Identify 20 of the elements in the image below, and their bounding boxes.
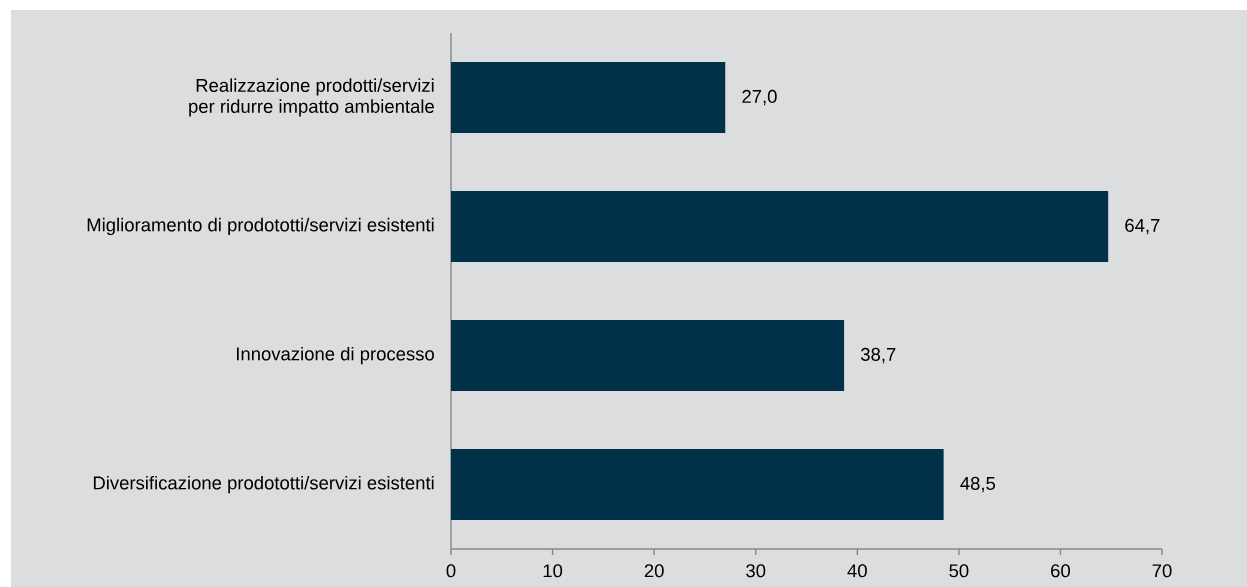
y-tick-label: Innovazione di processo — [236, 346, 434, 365]
data-label: 27,0 — [742, 89, 777, 106]
data-label: 64,7 — [1125, 218, 1160, 235]
x-tick-label: 20 — [644, 564, 664, 578]
bar — [451, 449, 944, 520]
x-tick-label: 0 — [446, 564, 456, 578]
x-tick-label: 40 — [847, 564, 867, 578]
x-tick-label: 10 — [543, 564, 563, 578]
y-tick-label: Realizzazione prodotti/servizi per ridurre impatto ambientale — [189, 78, 434, 117]
bar — [451, 62, 726, 133]
bar — [451, 191, 1109, 262]
data-label: 48,5 — [960, 476, 996, 493]
y-tick-label: Diversificazione prodototti/servizi esistenti — [93, 475, 434, 494]
data-label: 38,7 — [860, 347, 896, 364]
x-tick-label: 70 — [1152, 564, 1172, 578]
bar — [451, 320, 845, 391]
x-tick-label: 30 — [746, 564, 766, 578]
y-tick-label: Miglioramento di prodototti/servizi esistenti — [87, 217, 434, 236]
x-tick-label: 60 — [1051, 564, 1070, 578]
x-tick-label: 50 — [949, 564, 969, 578]
